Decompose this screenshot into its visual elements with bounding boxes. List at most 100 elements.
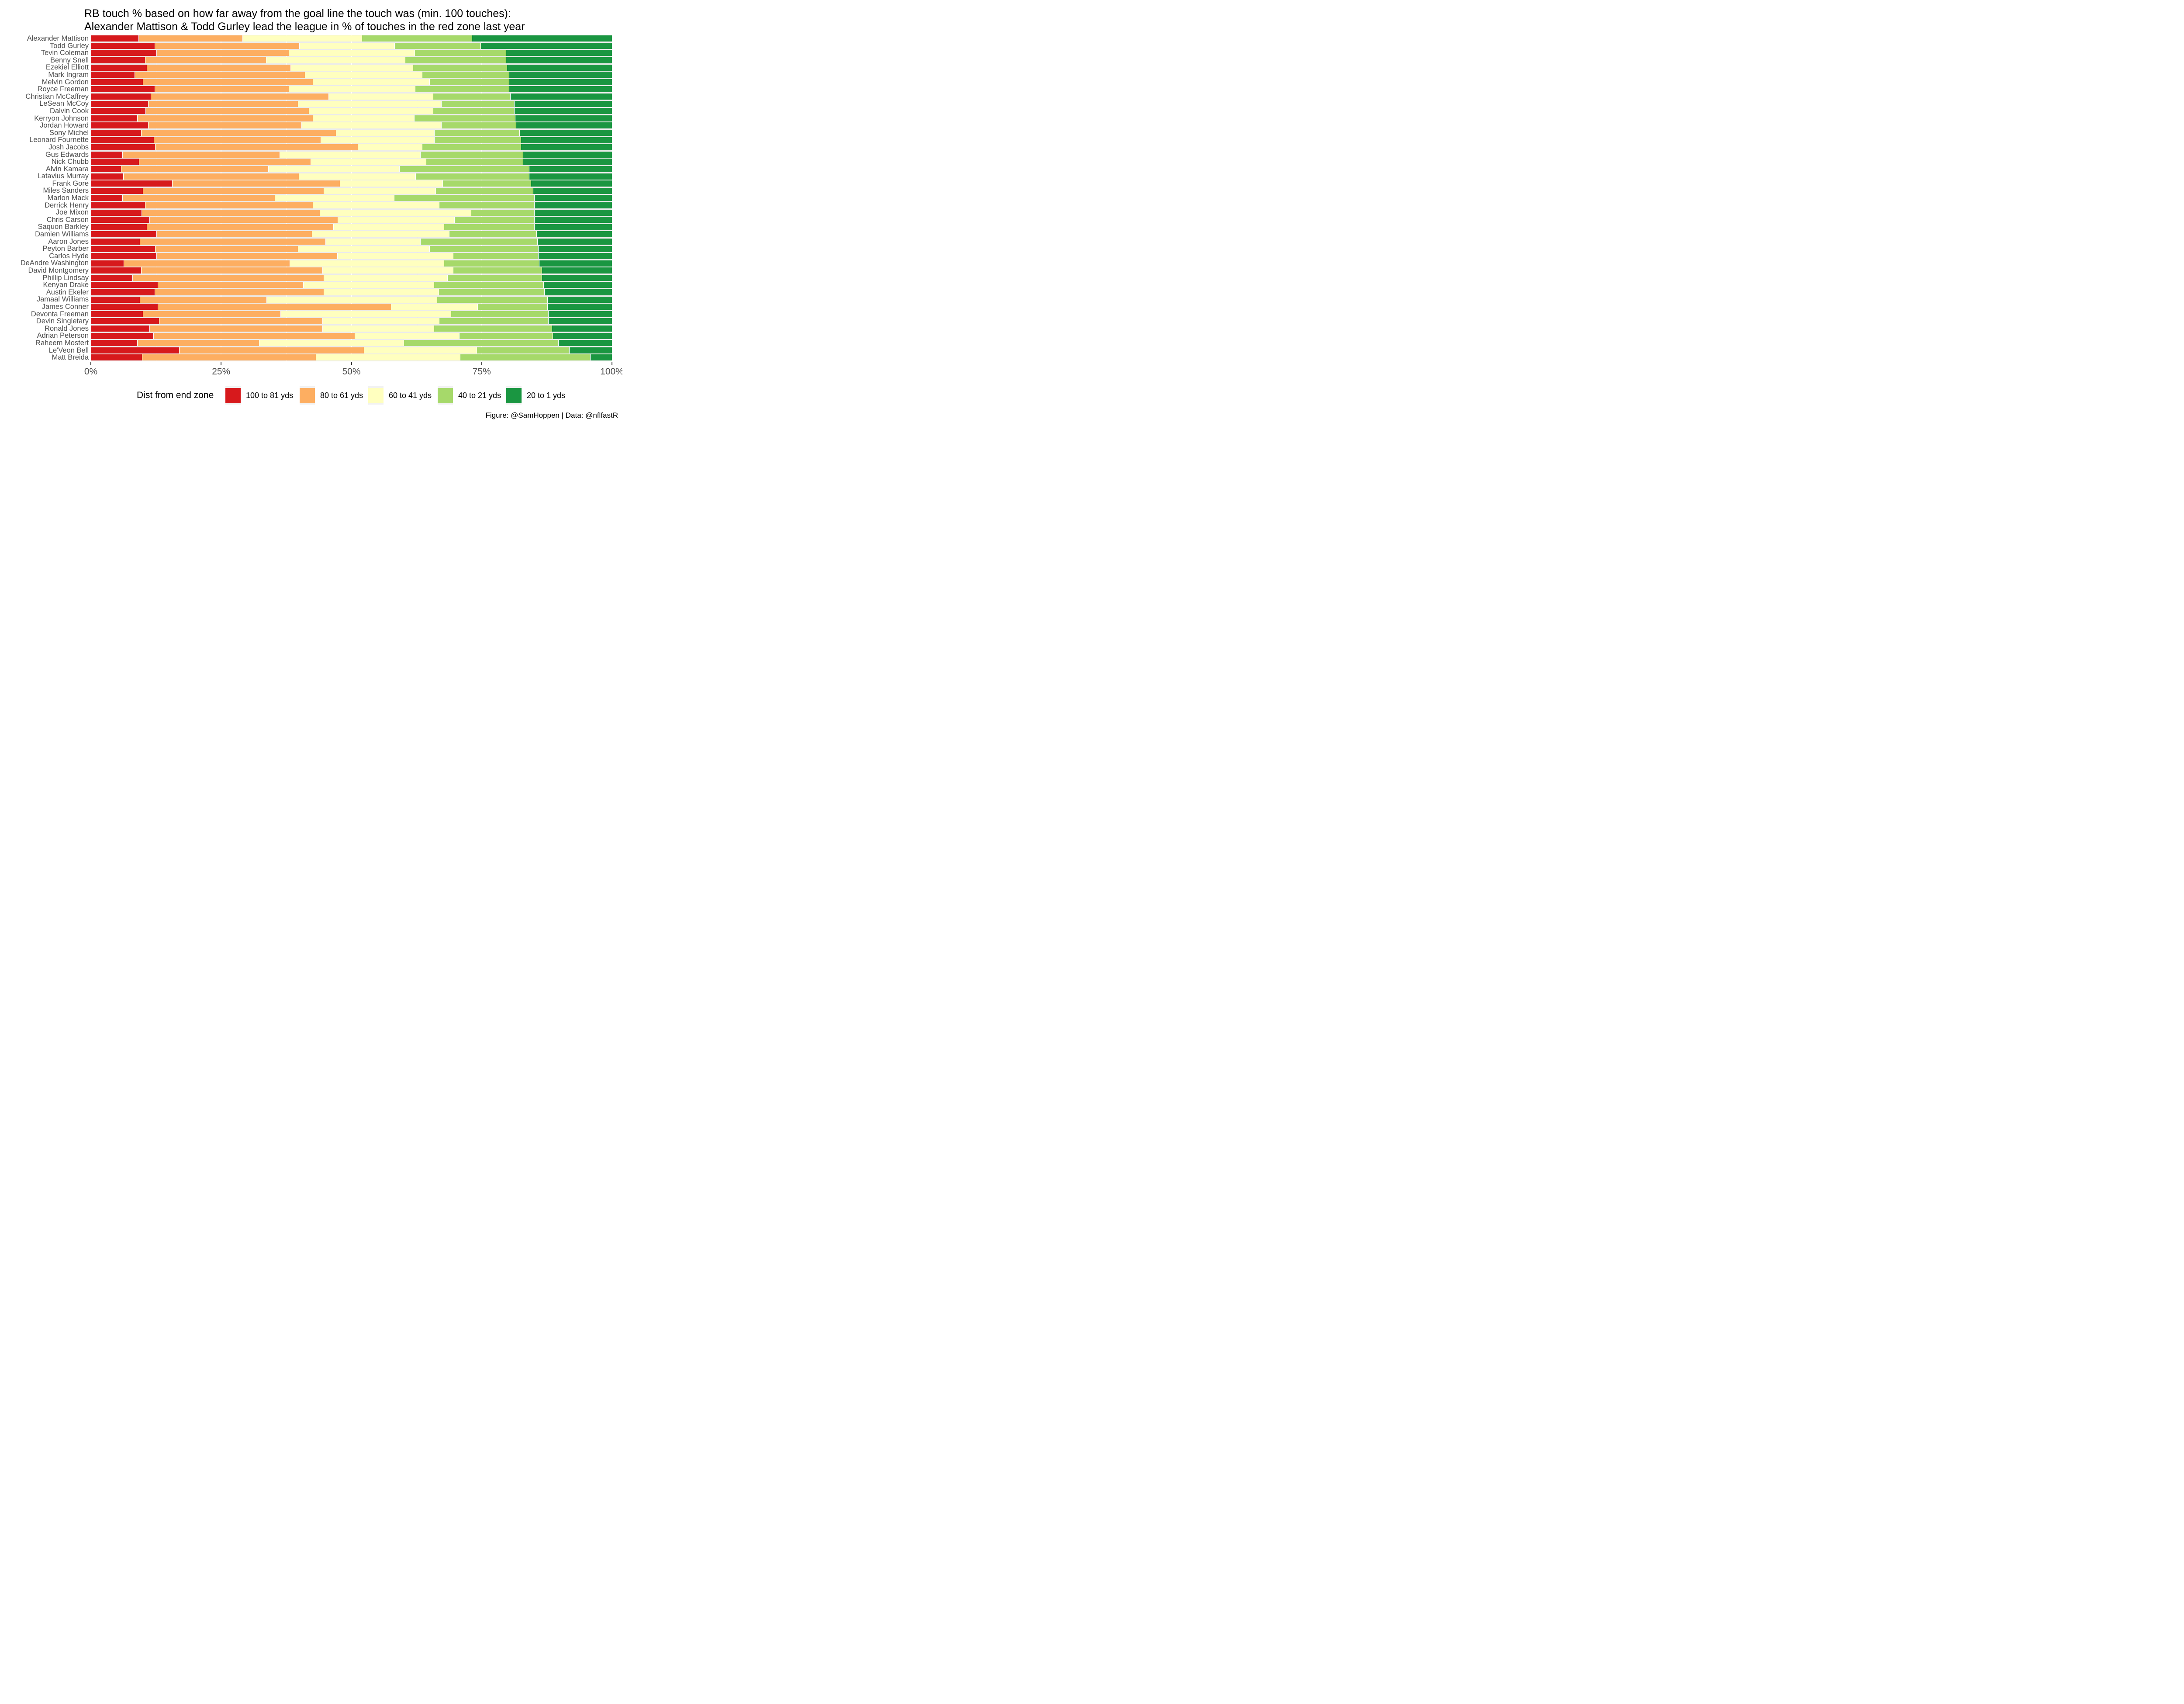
bar-segment-20-1-yds bbox=[558, 340, 612, 346]
bar-segment-20-1-yds bbox=[548, 311, 612, 317]
bar-segment-40-21-yds bbox=[439, 202, 535, 208]
bar-track bbox=[91, 326, 612, 332]
chart-title-line1: RB touch % based on how far away from th… bbox=[84, 7, 511, 20]
bar-segment-80-61-yds bbox=[123, 173, 299, 180]
bar-segment-60-41-yds bbox=[299, 42, 395, 49]
bar-row: Nick Chubb bbox=[0, 158, 612, 166]
bar-segment-60-41-yds bbox=[308, 108, 433, 114]
bar-row: Adrian Peterson bbox=[0, 332, 612, 339]
bar-segment-40-21-yds bbox=[433, 282, 543, 288]
bar-track bbox=[91, 159, 612, 165]
bar-track bbox=[91, 267, 612, 274]
bar-segment-100-81-yds bbox=[91, 282, 158, 288]
bar-track bbox=[91, 202, 612, 208]
bar-row: Joe Mixon bbox=[0, 209, 612, 216]
bar-track bbox=[91, 274, 612, 281]
bar-segment-100-81-yds bbox=[91, 253, 157, 260]
chart-title: RB touch % based on how far away from th… bbox=[84, 7, 525, 33]
bar-segment-80-61-yds bbox=[143, 79, 313, 85]
bar-segment-100-81-yds bbox=[91, 166, 121, 172]
legend-swatch bbox=[506, 388, 522, 403]
bar-segment-40-21-yds bbox=[422, 72, 509, 78]
bar-segment-20-1-yds bbox=[516, 122, 612, 129]
bar-row: Aaron Jones bbox=[0, 238, 612, 246]
bar-segment-80-61-yds bbox=[179, 347, 364, 353]
bar-segment-100-81-yds bbox=[91, 274, 133, 281]
bar-segment-20-1-yds bbox=[521, 137, 612, 143]
bar-segment-60-41-yds bbox=[275, 195, 394, 201]
bar-segment-20-1-yds bbox=[508, 79, 612, 85]
y-axis-label: Ezekiel Elliott bbox=[45, 63, 89, 72]
bar-track bbox=[91, 231, 612, 238]
y-axis-label: Latavius Murray bbox=[37, 172, 89, 180]
y-axis-label: Todd Gurley bbox=[50, 42, 89, 50]
bar-segment-20-1-yds bbox=[529, 166, 612, 172]
bar-track bbox=[91, 86, 612, 93]
bar-segment-60-41-yds bbox=[340, 180, 443, 187]
bar-segment-100-81-yds bbox=[91, 86, 155, 93]
bar-segment-100-81-yds bbox=[91, 122, 149, 129]
bar-segment-80-61-yds bbox=[121, 166, 268, 172]
bar-segment-100-81-yds bbox=[91, 340, 138, 346]
bar-row: Dalvin Cook bbox=[0, 107, 612, 115]
bar-row: Saquon Barkley bbox=[0, 223, 612, 231]
bar-segment-80-61-yds bbox=[146, 64, 290, 71]
y-axis-label: Miles Sanders bbox=[43, 187, 89, 195]
bar-row: Alvin Kamara bbox=[0, 166, 612, 173]
bar-segment-60-41-yds bbox=[324, 289, 439, 296]
bar-segment-40-21-yds bbox=[426, 159, 523, 165]
bar-segment-60-41-yds bbox=[266, 296, 437, 303]
bar-segment-20-1-yds bbox=[530, 180, 612, 187]
chart-rows: Alexander Mattison Todd Gurley Tevin Colem… bbox=[0, 35, 622, 361]
bar-segment-60-41-yds bbox=[354, 332, 460, 339]
bar-segment-100-81-yds bbox=[91, 267, 141, 274]
bar-segment-60-41-yds bbox=[357, 144, 422, 151]
bar-segment-80-61-yds bbox=[154, 137, 321, 143]
bar-segment-100-81-yds bbox=[91, 231, 157, 238]
bar-segment-20-1-yds bbox=[532, 187, 612, 194]
bar-segment-20-1-yds bbox=[547, 296, 612, 303]
bar-segment-80-61-yds bbox=[143, 187, 324, 194]
y-axis-label: LeSean McCoy bbox=[39, 100, 89, 108]
bar-track bbox=[91, 238, 612, 245]
bar-row: Todd Gurley bbox=[0, 42, 612, 50]
bar-segment-80-61-yds bbox=[146, 224, 333, 230]
bar-row: Leonard Fournette bbox=[0, 136, 612, 144]
bar-track bbox=[91, 64, 612, 71]
bar-segment-60-41-yds bbox=[311, 231, 449, 238]
x-axis-tick-mark bbox=[351, 362, 352, 365]
bar-track bbox=[91, 311, 612, 317]
bar-segment-100-81-yds bbox=[91, 130, 141, 136]
bar-segment-20-1-yds bbox=[569, 347, 612, 353]
bar-segment-80-61-yds bbox=[157, 304, 391, 310]
y-axis-label: Le'Veon Bell bbox=[48, 346, 89, 354]
y-axis-label: Joe Mixon bbox=[55, 208, 89, 217]
bar-row: Damien Williams bbox=[0, 231, 612, 238]
bar-row: Matt Breida bbox=[0, 354, 612, 361]
bar-segment-60-41-yds bbox=[301, 122, 441, 129]
bar-segment-80-61-yds bbox=[156, 50, 289, 56]
bar-segment-100-81-yds bbox=[91, 94, 151, 100]
bar-segment-100-81-yds bbox=[91, 187, 143, 194]
bar-segment-40-21-yds bbox=[413, 64, 507, 71]
bar-segment-20-1-yds bbox=[538, 246, 612, 252]
bar-track bbox=[91, 42, 612, 49]
bar-segment-80-61-yds bbox=[151, 94, 328, 100]
bar-segment-80-61-yds bbox=[122, 151, 280, 158]
legend-key bbox=[225, 386, 241, 405]
bar-segment-80-61-yds bbox=[140, 238, 325, 245]
bar-segment-100-81-yds bbox=[91, 79, 143, 85]
bar-segment-20-1-yds bbox=[514, 100, 612, 107]
bar-segment-40-21-yds bbox=[459, 332, 553, 339]
y-axis-label: Austin Ekeler bbox=[46, 288, 89, 296]
bar-row: Miles Sanders bbox=[0, 187, 612, 194]
bar-segment-40-21-yds bbox=[477, 304, 548, 310]
y-axis-label: Phillip Lindsay bbox=[42, 274, 89, 282]
bar-segment-100-81-yds bbox=[91, 209, 142, 216]
bar-segment-40-21-yds bbox=[443, 224, 535, 230]
bar-segment-80-61-yds bbox=[157, 282, 303, 288]
legend-swatch bbox=[225, 388, 241, 403]
bar-segment-40-21-yds bbox=[434, 130, 519, 136]
bar-segment-40-21-yds bbox=[432, 94, 511, 100]
bar-segment-40-21-yds bbox=[460, 354, 590, 361]
